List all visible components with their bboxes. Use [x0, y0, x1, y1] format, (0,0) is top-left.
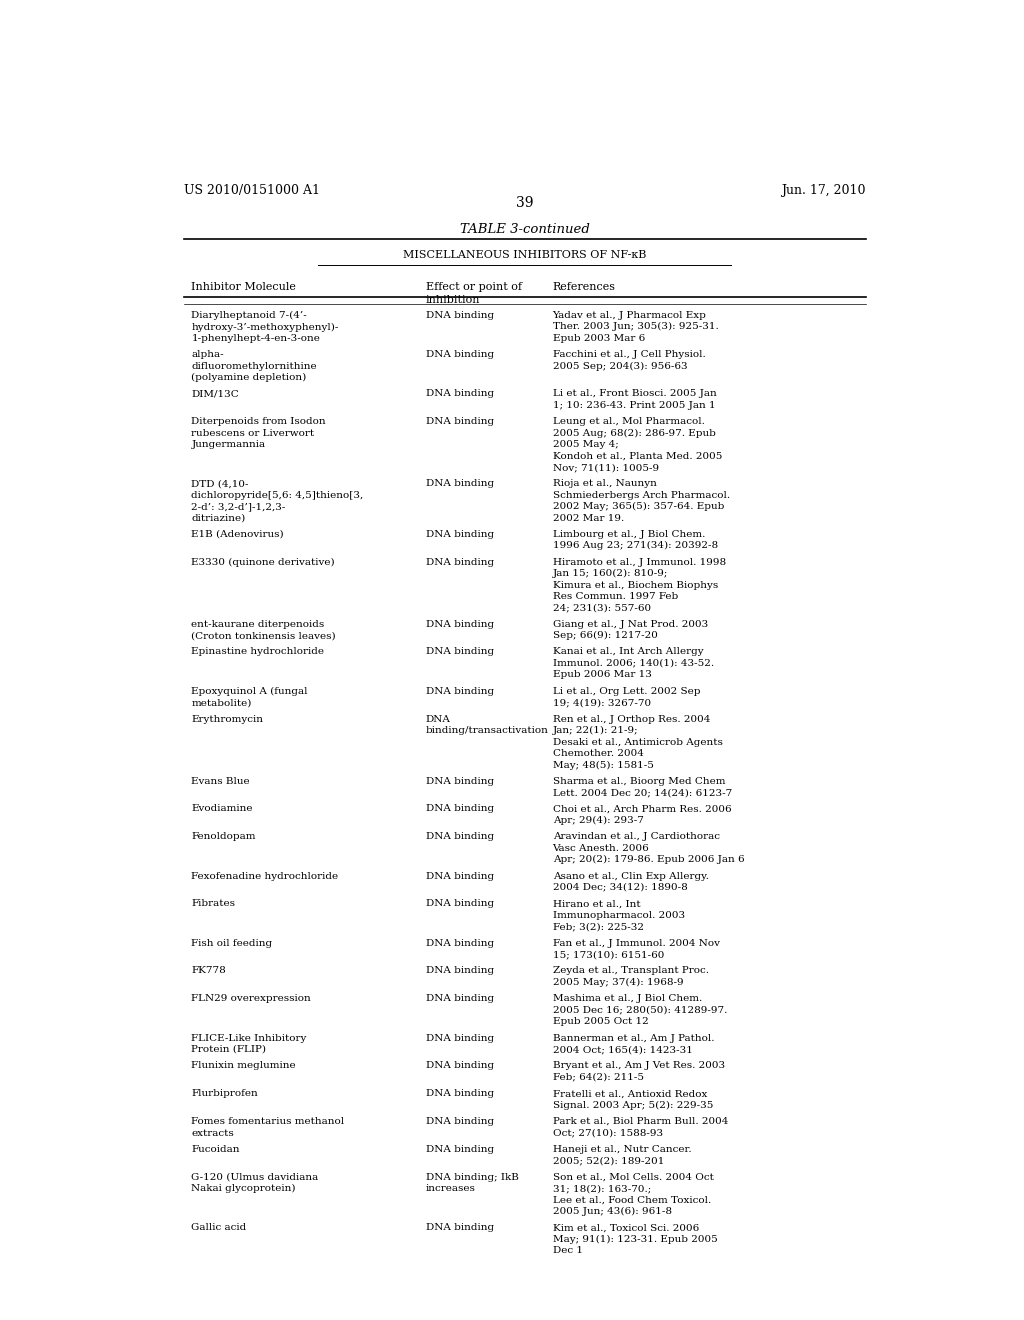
Text: Yadav et al., J Pharmacol Exp
Ther. 2003 Jun; 305(3): 925-31.
Epub 2003 Mar 6: Yadav et al., J Pharmacol Exp Ther. 2003…	[553, 312, 718, 343]
Text: DNA binding: DNA binding	[426, 686, 494, 696]
Text: Evodiamine: Evodiamine	[191, 804, 253, 813]
Text: DNA binding: DNA binding	[426, 899, 494, 908]
Text: DNA binding: DNA binding	[426, 1089, 494, 1098]
Text: DNA binding: DNA binding	[426, 350, 494, 359]
Text: Diterpenoids from Isodon
rubescens or Liverwort
Jungermannia: Diterpenoids from Isodon rubescens or Li…	[191, 417, 326, 449]
Text: DNA binding; IkB
increases: DNA binding; IkB increases	[426, 1172, 518, 1193]
Text: Kanai et al., Int Arch Allergy
Immunol. 2006; 140(1): 43-52.
Epub 2006 Mar 13: Kanai et al., Int Arch Allergy Immunol. …	[553, 648, 714, 680]
Text: DNA binding: DNA binding	[426, 776, 494, 785]
Text: FLN29 overexpression: FLN29 overexpression	[191, 994, 311, 1003]
Text: DNA
binding/transactivation: DNA binding/transactivation	[426, 714, 549, 735]
Text: Diarylheptanoid 7-(4’-
hydroxy-3’-methoxyphenyl)-
1-phenylhept-4-en-3-one: Diarylheptanoid 7-(4’- hydroxy-3’-methox…	[191, 312, 339, 343]
Text: Fenoldopam: Fenoldopam	[191, 833, 256, 841]
Text: DNA binding: DNA binding	[426, 1144, 494, 1154]
Text: DNA binding: DNA binding	[426, 312, 494, 319]
Text: Inhibitor Molecule: Inhibitor Molecule	[191, 282, 296, 293]
Text: DNA binding: DNA binding	[426, 804, 494, 813]
Text: Fomes fomentarius methanol
extracts: Fomes fomentarius methanol extracts	[191, 1117, 345, 1138]
Text: DTD (4,10-
dichloropyride[5,6: 4,5]thieno[3,
2-d’: 3,2-d’]-1,2,3-
ditriazine): DTD (4,10- dichloropyride[5,6: 4,5]thien…	[191, 479, 364, 523]
Text: Jun. 17, 2010: Jun. 17, 2010	[781, 183, 866, 197]
Text: E1B (Adenovirus): E1B (Adenovirus)	[191, 529, 284, 539]
Text: E3330 (quinone derivative): E3330 (quinone derivative)	[191, 557, 335, 566]
Text: Giang et al., J Nat Prod. 2003
Sep; 66(9): 1217-20: Giang et al., J Nat Prod. 2003 Sep; 66(9…	[553, 619, 708, 640]
Text: Bannerman et al., Am J Pathol.
2004 Oct; 165(4): 1423-31: Bannerman et al., Am J Pathol. 2004 Oct;…	[553, 1034, 714, 1053]
Text: Erythromycin: Erythromycin	[191, 714, 263, 723]
Text: Gallic acid: Gallic acid	[191, 1224, 247, 1233]
Text: Aravindan et al., J Cardiothorac
Vasc Anesth. 2006
Apr; 20(2): 179-86. Epub 2006: Aravindan et al., J Cardiothorac Vasc An…	[553, 833, 744, 865]
Text: DNA binding: DNA binding	[426, 833, 494, 841]
Text: Li et al., Org Lett. 2002 Sep
19; 4(19): 3267-70: Li et al., Org Lett. 2002 Sep 19; 4(19):…	[553, 686, 700, 708]
Text: Hirano et al., Int
Immunopharmacol. 2003
Feb; 3(2): 225-32: Hirano et al., Int Immunopharmacol. 2003…	[553, 899, 685, 931]
Text: DNA binding: DNA binding	[426, 1061, 494, 1071]
Text: DNA binding: DNA binding	[426, 1034, 494, 1043]
Text: US 2010/0151000 A1: US 2010/0151000 A1	[183, 183, 319, 197]
Text: Kim et al., Toxicol Sci. 2006
May; 91(1): 123-31. Epub 2005
Dec 1: Kim et al., Toxicol Sci. 2006 May; 91(1)…	[553, 1224, 718, 1255]
Text: DNA binding: DNA binding	[426, 479, 494, 488]
Text: DNA binding: DNA binding	[426, 529, 494, 539]
Text: Zeyda et al., Transplant Proc.
2005 May; 37(4): 1968-9: Zeyda et al., Transplant Proc. 2005 May;…	[553, 966, 709, 987]
Text: Evans Blue: Evans Blue	[191, 776, 250, 785]
Text: DNA binding: DNA binding	[426, 966, 494, 975]
Text: DNA binding: DNA binding	[426, 1224, 494, 1233]
Text: Effect or point of
inhibition: Effect or point of inhibition	[426, 282, 521, 305]
Text: Haneji et al., Nutr Cancer.
2005; 52(2): 189-201: Haneji et al., Nutr Cancer. 2005; 52(2):…	[553, 1144, 691, 1166]
Text: Fibrates: Fibrates	[191, 899, 236, 908]
Text: FK778: FK778	[191, 966, 226, 975]
Text: Hiramoto et al., J Immunol. 1998
Jan 15; 160(2): 810-9;
Kimura et al., Biochem B: Hiramoto et al., J Immunol. 1998 Jan 15;…	[553, 557, 726, 612]
Text: References: References	[553, 282, 615, 293]
Text: TABLE 3-continued: TABLE 3-continued	[460, 223, 590, 236]
Text: DNA binding: DNA binding	[426, 619, 494, 628]
Text: Sharma et al., Bioorg Med Chem
Lett. 2004 Dec 20; 14(24): 6123-7: Sharma et al., Bioorg Med Chem Lett. 200…	[553, 776, 732, 797]
Text: ent-kaurane diterpenoids
(Croton tonkinensis leaves): ent-kaurane diterpenoids (Croton tonkine…	[191, 619, 336, 640]
Text: FLICE-Like Inhibitory
Protein (FLIP): FLICE-Like Inhibitory Protein (FLIP)	[191, 1034, 307, 1053]
Text: Limbourg et al., J Biol Chem.
1996 Aug 23; 271(34): 20392-8: Limbourg et al., J Biol Chem. 1996 Aug 2…	[553, 529, 718, 550]
Text: DIM/13C: DIM/13C	[191, 389, 240, 399]
Text: Epinastine hydrochloride: Epinastine hydrochloride	[191, 648, 325, 656]
Text: Park et al., Biol Pharm Bull. 2004
Oct; 27(10): 1588-93: Park et al., Biol Pharm Bull. 2004 Oct; …	[553, 1117, 728, 1138]
Text: Epoxyquinol A (fungal
metabolite): Epoxyquinol A (fungal metabolite)	[191, 686, 308, 708]
Text: alpha-
difluoromethylornithine
(polyamine depletion): alpha- difluoromethylornithine (polyamin…	[191, 350, 317, 383]
Text: Mashima et al., J Biol Chem.
2005 Dec 16; 280(50): 41289-97.
Epub 2005 Oct 12: Mashima et al., J Biol Chem. 2005 Dec 16…	[553, 994, 727, 1026]
Text: Fexofenadine hydrochloride: Fexofenadine hydrochloride	[191, 871, 339, 880]
Text: Flunixin meglumine: Flunixin meglumine	[191, 1061, 296, 1071]
Text: DNA binding: DNA binding	[426, 871, 494, 880]
Text: Leung et al., Mol Pharmacol.
2005 Aug; 68(2): 286-97. Epub
2005 May 4;
Kondoh et: Leung et al., Mol Pharmacol. 2005 Aug; 6…	[553, 417, 722, 473]
Text: Li et al., Front Biosci. 2005 Jan
1; 10: 236-43. Print 2005 Jan 1: Li et al., Front Biosci. 2005 Jan 1; 10:…	[553, 389, 717, 409]
Text: Choi et al., Arch Pharm Res. 2006
Apr; 29(4): 293-7: Choi et al., Arch Pharm Res. 2006 Apr; 2…	[553, 804, 731, 825]
Text: MISCELLANEOUS INHIBITORS OF NF-κB: MISCELLANEOUS INHIBITORS OF NF-κB	[403, 249, 646, 260]
Text: Fish oil feeding: Fish oil feeding	[191, 939, 272, 948]
Text: Fucoidan: Fucoidan	[191, 1144, 240, 1154]
Text: Fratelli et al., Antioxid Redox
Signal. 2003 Apr; 5(2): 229-35: Fratelli et al., Antioxid Redox Signal. …	[553, 1089, 713, 1110]
Text: Ren et al., J Orthop Res. 2004
Jan; 22(1): 21-9;
Desaki et al., Antimicrob Agent: Ren et al., J Orthop Res. 2004 Jan; 22(1…	[553, 714, 723, 770]
Text: Fan et al., J Immunol. 2004 Nov
15; 173(10): 6151-60: Fan et al., J Immunol. 2004 Nov 15; 173(…	[553, 939, 720, 960]
Text: G-120 (Ulmus davidiana
Nakai glycoprotein): G-120 (Ulmus davidiana Nakai glycoprotei…	[191, 1172, 318, 1193]
Text: DNA binding: DNA binding	[426, 1117, 494, 1126]
Text: 39: 39	[516, 195, 534, 210]
Text: Facchini et al., J Cell Physiol.
2005 Sep; 204(3): 956-63: Facchini et al., J Cell Physiol. 2005 Se…	[553, 350, 706, 371]
Text: Flurbiprofen: Flurbiprofen	[191, 1089, 258, 1098]
Text: DNA binding: DNA binding	[426, 557, 494, 566]
Text: Asano et al., Clin Exp Allergy.
2004 Dec; 34(12): 1890-8: Asano et al., Clin Exp Allergy. 2004 Dec…	[553, 871, 709, 892]
Text: DNA binding: DNA binding	[426, 994, 494, 1003]
Text: Bryant et al., Am J Vet Res. 2003
Feb; 64(2): 211-5: Bryant et al., Am J Vet Res. 2003 Feb; 6…	[553, 1061, 725, 1082]
Text: DNA binding: DNA binding	[426, 417, 494, 426]
Text: DNA binding: DNA binding	[426, 389, 494, 399]
Text: DNA binding: DNA binding	[426, 648, 494, 656]
Text: DNA binding: DNA binding	[426, 939, 494, 948]
Text: Rioja et al., Naunyn
Schmiederbergs Arch Pharmacol.
2002 May; 365(5): 357-64. Ep: Rioja et al., Naunyn Schmiederbergs Arch…	[553, 479, 730, 523]
Text: Son et al., Mol Cells. 2004 Oct
31; 18(2): 163-70.;
Lee et al., Food Chem Toxico: Son et al., Mol Cells. 2004 Oct 31; 18(2…	[553, 1172, 714, 1216]
